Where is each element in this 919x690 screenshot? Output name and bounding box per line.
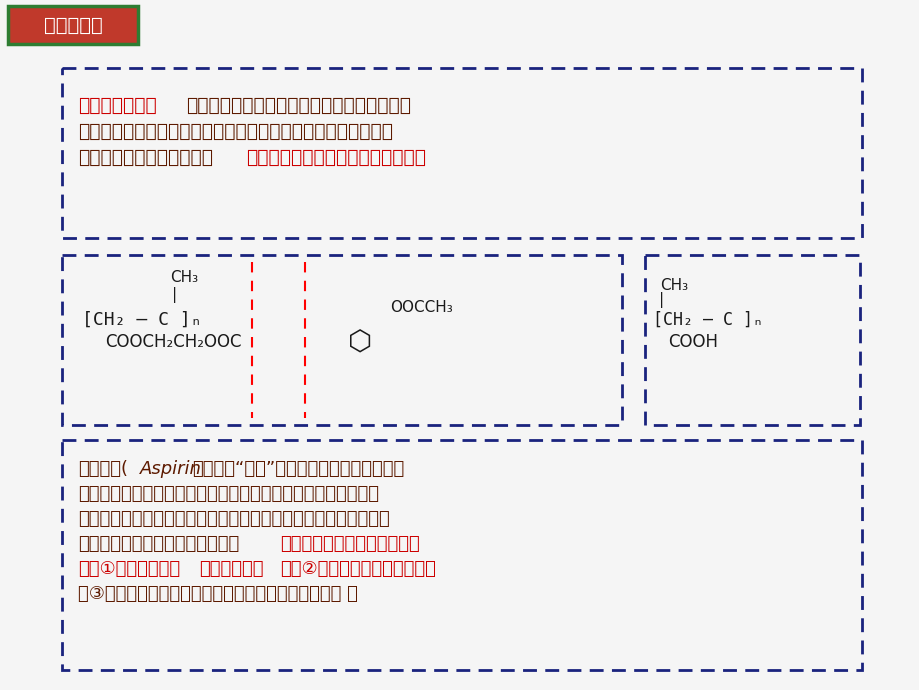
Text: 用于关节炎和冠心病的辅助治疗，: 用于关节炎和冠心病的辅助治疗， <box>78 535 239 553</box>
Text: |: | <box>170 287 179 303</box>
Text: [CH₂ — C ]ₙ: [CH₂ — C ]ₙ <box>652 311 762 329</box>
Bar <box>644 255 859 425</box>
Text: [CH₂ — C ]ₙ: [CH₂ — C ]ₙ <box>82 311 201 329</box>
Text: 的桥梁作用把阿斯匹林连接在高聚物上，制成缓释长效阿斯匹林，: 的桥梁作用把阿斯匹林连接在高聚物上，制成缓释长效阿斯匹林， <box>78 510 390 528</box>
FancyBboxPatch shape <box>8 6 138 44</box>
Text: |: | <box>656 292 665 308</box>
Text: CH₃: CH₃ <box>659 277 687 293</box>
Text: 效阿斯匹林又使阿斯匹林焕发了青春。近年，科学家通过乙二醇: 效阿斯匹林又使阿斯匹林焕发了青春。近年，科学家通过乙二醇 <box>78 485 379 503</box>
Text: 阿斯匹林(: 阿斯匹林( <box>78 460 128 478</box>
Text: ）；②低分子药物（阿斯匹林）: ）；②低分子药物（阿斯匹林） <box>280 560 436 578</box>
Text: 缓释长效阿斯匹林可分为三部: 缓释长效阿斯匹林可分为三部 <box>280 535 420 553</box>
Text: OOCCH₃: OOCCH₃ <box>390 299 452 315</box>
Text: ⬡: ⬡ <box>347 328 371 356</box>
Text: 毒化，其有效途径是低分子药物高分子化。例如可将药物分子连: 毒化，其有效途径是低分子药物高分子化。例如可将药物分子连 <box>78 122 392 141</box>
Text: 聚甲基丙烯酸: 聚甲基丙烯酸 <box>199 560 264 578</box>
Text: 缓释长效阿斯匹林的结构简式如下：: 缓释长效阿斯匹林的结构简式如下： <box>245 148 425 167</box>
Text: ）是一个“古老”的解热镇痛药物，而缓释长: ）是一个“古老”的解热镇痛药物，而缓释长 <box>192 460 403 478</box>
Text: COOH: COOH <box>667 333 717 351</box>
Text: Aspirin: Aspirin <box>140 460 201 478</box>
Text: 现代医药发展方向之一：合成药物长效化和低: 现代医药发展方向之一：合成药物长效化和低 <box>186 96 411 115</box>
Text: COOCH₂CH₂OOC: COOCH₂CH₂OOC <box>105 333 242 351</box>
Text: 在安全无毒的高分子链上。: 在安全无毒的高分子链上。 <box>78 148 213 167</box>
Text: CH₃: CH₃ <box>170 270 198 284</box>
Text: 【高分子药物】: 【高分子药物】 <box>78 96 156 115</box>
Text: ；③作为桥梁作用的乙二醇。肠胃中水解变为阿斯匹林 。: ；③作为桥梁作用的乙二醇。肠胃中水解变为阿斯匹林 。 <box>78 585 357 603</box>
Bar <box>62 68 861 238</box>
Bar <box>62 440 861 670</box>
Text: 分：①高分子载体（: 分：①高分子载体（ <box>78 560 180 578</box>
Bar <box>62 255 621 425</box>
Text: 高分子化学: 高分子化学 <box>43 15 102 34</box>
